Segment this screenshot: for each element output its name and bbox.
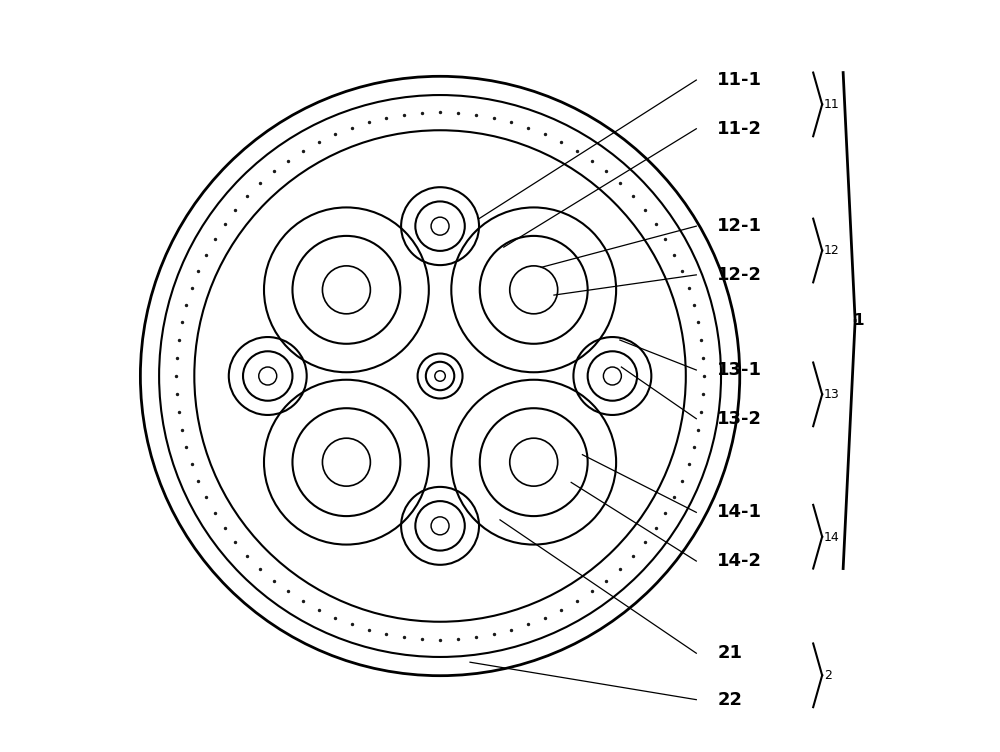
Text: 13-2: 13-2: [717, 410, 762, 428]
Text: 1: 1: [854, 313, 864, 328]
Text: 12-2: 12-2: [717, 266, 762, 284]
Text: 11-2: 11-2: [717, 120, 762, 138]
Text: 11: 11: [824, 99, 839, 111]
Text: 13-1: 13-1: [717, 361, 762, 379]
Text: 14: 14: [824, 531, 839, 544]
Text: 21: 21: [717, 644, 742, 663]
Text: 2: 2: [824, 669, 832, 682]
Text: 22: 22: [717, 690, 742, 708]
Text: 14-2: 14-2: [717, 552, 762, 570]
Text: 12-1: 12-1: [717, 217, 762, 235]
Text: 11-1: 11-1: [717, 71, 762, 89]
Text: 14-1: 14-1: [717, 503, 762, 521]
Text: 12: 12: [824, 244, 839, 257]
Text: 13: 13: [824, 388, 839, 402]
